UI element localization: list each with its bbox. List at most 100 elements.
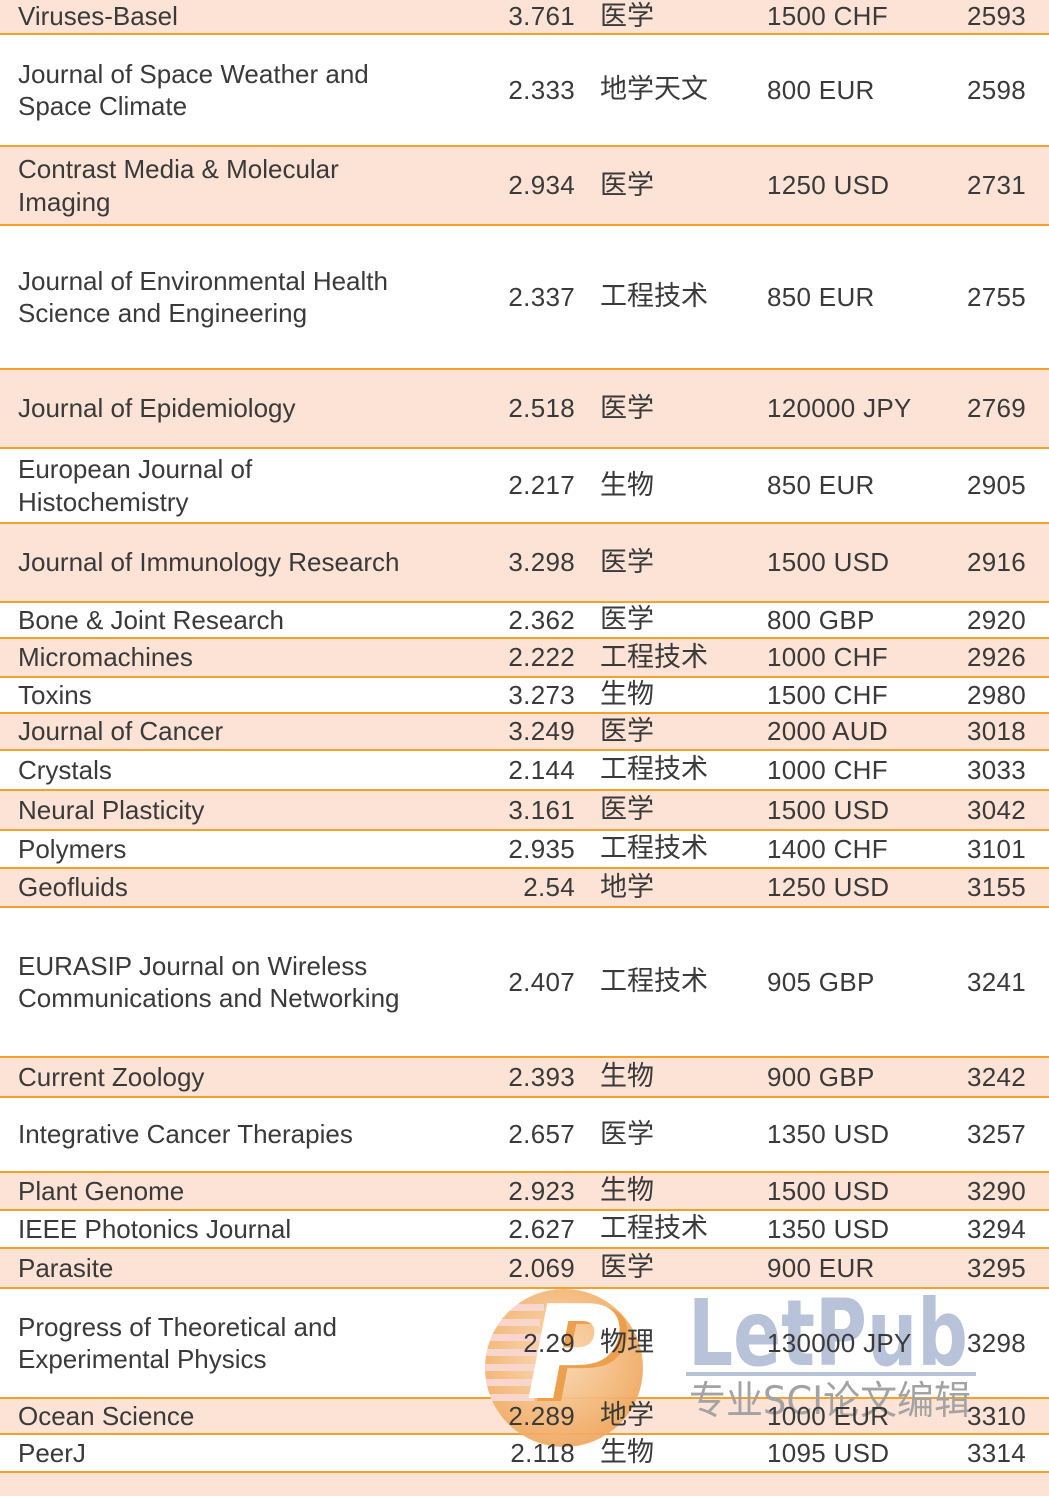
serial-number-cell: 3290: [926, 1175, 1049, 1208]
apc-price-cell: 900 GBP: [740, 1061, 926, 1094]
impact-factor-text: 2.217: [508, 470, 575, 501]
impact-factor-cell: 2.407: [490, 966, 575, 999]
journal-name-text: Polymers: [18, 833, 127, 864]
journal-name-cell: Toxins: [0, 679, 490, 712]
journal-name-cell: Progress of Theoretical and Experimental…: [0, 1311, 490, 1376]
impact-factor-cell: 2.29: [490, 1327, 575, 1360]
serial-number-text: 3257: [966, 1119, 1026, 1150]
journal-name-text: Parasite: [18, 1252, 114, 1283]
table-row: Bone & Joint Research 2.362 医学 800 GBP 2920: [0, 603, 1049, 639]
subject-category-cell: 生物: [575, 1174, 740, 1208]
impact-factor-text: 2.393: [508, 1061, 575, 1092]
apc-price-text: 900 GBP: [767, 1061, 875, 1092]
impact-factor-cell: 2.144: [490, 754, 575, 787]
serial-number-text: 3242: [966, 1061, 1026, 1092]
apc-price-text: 800 GBP: [767, 604, 875, 635]
impact-factor-cell: 3.761: [490, 0, 575, 33]
apc-price-text: 2000 AUD: [767, 716, 888, 747]
impact-factor-text: 2.118: [510, 1437, 575, 1468]
subject-category-text: 工程技术: [600, 833, 708, 864]
journal-name-cell: Bone & Joint Research: [0, 604, 490, 637]
subject-category-cell: 工程技术: [575, 753, 740, 787]
table-row: Micromachines 2.222 工程技术 1000 CHF 2926: [0, 639, 1049, 678]
serial-number-text: 2731: [966, 170, 1026, 201]
table-row: Integrative Cancer Therapies 2.657 医学 1350 …: [0, 1098, 1049, 1173]
journal-name-cell: European Journal of Histochemistry: [0, 453, 490, 518]
table-row: Current Zoology 2.393 生物 900 GBP 3242: [0, 1058, 1049, 1098]
subject-category-cell: 医学: [575, 546, 740, 580]
impact-factor-cell: 3.298: [490, 546, 575, 579]
journal-name-text: Progress of Theoretical and Experimental…: [18, 1311, 337, 1375]
journal-name-cell: Journal of Cancer: [0, 715, 490, 748]
serial-number-text: 2769: [966, 393, 1026, 424]
subject-category-cell: 医学: [575, 603, 740, 637]
apc-price-cell: 1500 CHF: [740, 0, 926, 33]
serial-number-text: 2920: [966, 604, 1026, 635]
subject-category-cell: 工程技术: [575, 280, 740, 314]
journal-name-text: Viruses-Basel: [18, 1, 178, 32]
subject-category-text: 物理: [600, 1327, 654, 1358]
table-row: Geofluids 2.54 地学 1250 USD 3155: [0, 869, 1049, 908]
apc-price-cell: 850 EUR: [740, 281, 926, 314]
serial-number-text: 2755: [966, 281, 1026, 312]
subject-category-text: 地学天文: [600, 74, 708, 105]
journal-name-text: PeerJ: [18, 1437, 86, 1468]
apc-price-cell: 800 GBP: [740, 604, 926, 637]
apc-price-cell: 1250 USD: [740, 871, 926, 904]
serial-number-text: 2926: [966, 642, 1026, 673]
subject-category-text: 工程技术: [600, 1213, 708, 1244]
serial-number-cell: 2926: [926, 641, 1049, 674]
impact-factor-text: 2.222: [508, 642, 575, 673]
serial-number-cell: 3294: [926, 1213, 1049, 1246]
journal-name-text: Journal of Epidemiology: [18, 393, 296, 424]
impact-factor-text: 2.333: [508, 74, 575, 105]
impact-factor-text: 2.362: [508, 604, 575, 635]
serial-number-cell: 2980: [926, 679, 1049, 712]
serial-number-text: 3042: [966, 794, 1026, 825]
apc-price-cell: 1400 CHF: [740, 833, 926, 866]
apc-price-text: 130000 JPY: [767, 1327, 912, 1358]
journal-name-text: Ocean Science: [18, 1400, 195, 1431]
apc-price-text: 120000 JPY: [767, 393, 912, 424]
serial-number-cell: 3155: [926, 871, 1049, 904]
subject-category-text: 生物: [600, 1061, 654, 1092]
serial-number-cell: 2769: [926, 392, 1049, 425]
apc-price-cell: 905 GBP: [740, 966, 926, 999]
journal-name-cell: Plant Genome: [0, 1175, 490, 1208]
journal-name-cell: Micromachines: [0, 641, 490, 674]
serial-number-text: 2980: [966, 679, 1026, 710]
subject-category-text: 医学: [600, 604, 654, 635]
subject-category-text: 工程技术: [600, 754, 708, 785]
apc-price-cell: 800 EUR: [740, 74, 926, 107]
impact-factor-text: 3.761: [508, 1, 575, 32]
impact-factor-cell: 2.333: [490, 74, 575, 107]
impact-factor-text: 2.935: [508, 833, 575, 864]
table-row: EURASIP Journal on Wireless Communicatio…: [0, 908, 1049, 1058]
apc-price-cell: 900 EUR: [740, 1252, 926, 1285]
apc-price-text: 1350 USD: [767, 1119, 890, 1150]
serial-number-text: 3018: [966, 716, 1026, 747]
apc-price-text: 1250 USD: [767, 872, 890, 903]
subject-category-cell: 医学: [575, 1118, 740, 1152]
journal-name-text: Micromachines: [18, 642, 193, 673]
journal-name-cell: Geofluids: [0, 871, 490, 904]
impact-factor-text: 2.627: [508, 1213, 575, 1244]
apc-price-cell: 850 EUR: [740, 469, 926, 502]
apc-price-cell: 1500 CHF: [740, 679, 926, 712]
serial-number-text: 2905: [966, 470, 1026, 501]
subject-category-text: 医学: [600, 715, 654, 746]
journal-name-text: IEEE Photonics Journal: [18, 1213, 292, 1244]
serial-number-cell: 3042: [926, 794, 1049, 827]
journal-name-text: Contrast Media & Molecular Imaging: [18, 154, 339, 217]
subject-category-text: 医学: [600, 546, 654, 577]
subject-category-cell: 生物: [575, 1436, 740, 1470]
apc-price-cell: 1500 USD: [740, 794, 926, 827]
apc-price-cell: 1000 CHF: [740, 754, 926, 787]
impact-factor-cell: 2.069: [490, 1252, 575, 1285]
table-row: Journal of Cancer 3.249 医学 2000 AUD 3018: [0, 714, 1049, 751]
journal-name-cell: Ocean Science: [0, 1400, 490, 1433]
serial-number-cell: 3310: [926, 1400, 1049, 1433]
serial-number-cell: 3314: [926, 1437, 1049, 1470]
serial-number-text: 3298: [966, 1327, 1026, 1358]
table-row: Journal of Immunology Research 3.298 医学 150…: [0, 524, 1049, 603]
